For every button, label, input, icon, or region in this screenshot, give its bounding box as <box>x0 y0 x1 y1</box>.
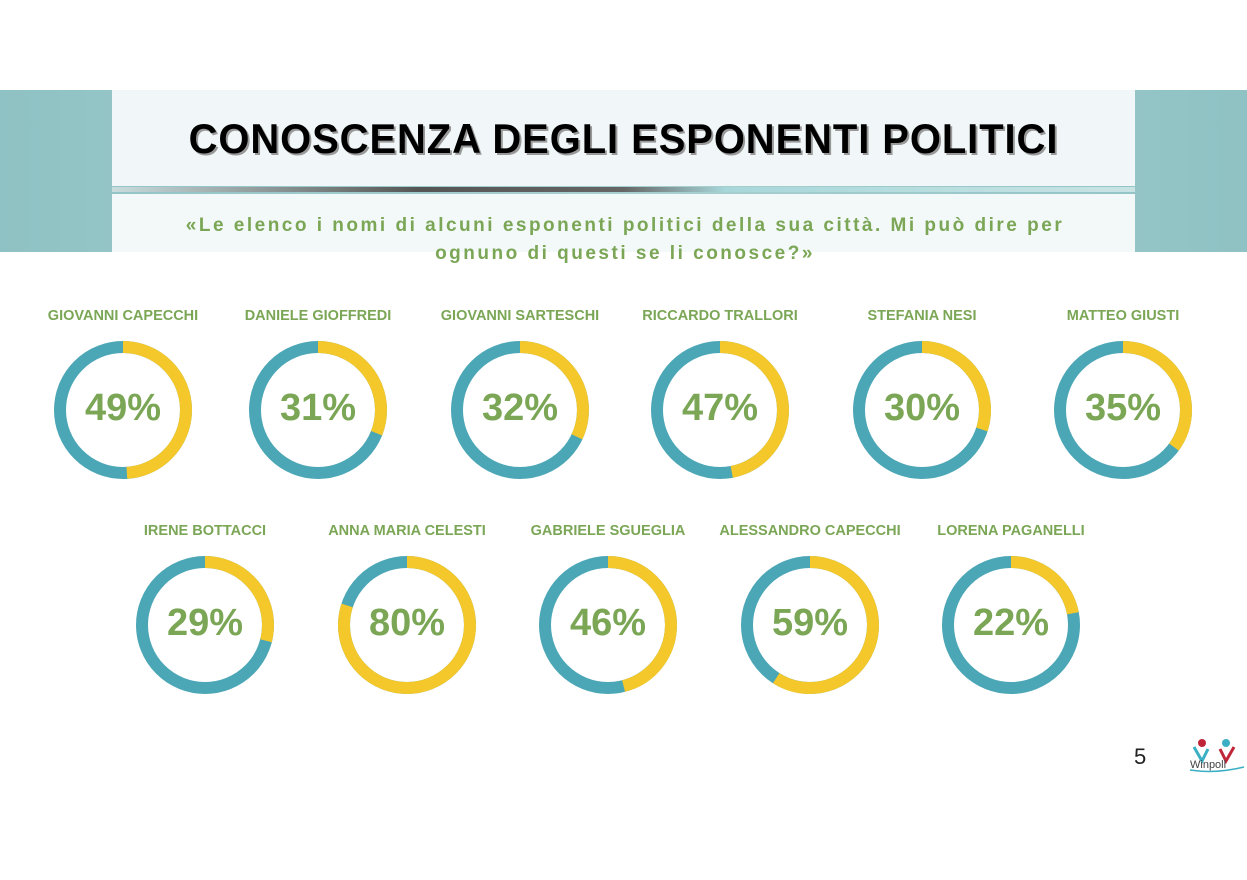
candidate-name: ANNA MARIA CELESTI <box>328 523 486 539</box>
candidate-name: GIOVANNI CAPECCHI <box>47 308 199 324</box>
candidate-name: MATTEO GIUSTI <box>1066 308 1180 324</box>
title-box <box>112 90 1135 186</box>
donut-chart <box>451 341 589 479</box>
donut-chart <box>54 341 192 479</box>
percentage-label: 31% <box>279 387 357 429</box>
percentage-label: 46% <box>569 602 647 644</box>
candidate-name: LORENA PAGANELLI <box>937 523 1085 539</box>
donut-segment-known <box>249 341 387 479</box>
page-number: 5 <box>1134 744 1147 769</box>
subtitle-box <box>112 194 1135 252</box>
donut-segment-known <box>942 556 1080 694</box>
donut-segment-known <box>651 341 789 479</box>
percentage-label: 49% <box>84 387 162 429</box>
percentage-label: 29% <box>166 602 244 644</box>
donut-chart <box>249 341 387 479</box>
svg-text:Winpoll: Winpoll <box>1190 759 1226 771</box>
donut-segment-known <box>741 556 879 694</box>
donut-segment-known <box>136 556 274 694</box>
percentage-label: 35% <box>1084 387 1162 429</box>
donut-chart <box>1054 341 1192 479</box>
donut-segment-known <box>1054 341 1192 479</box>
donut-segment-known <box>539 556 677 694</box>
percentage-label: 80% <box>368 602 446 644</box>
donut-segment-known <box>54 341 192 479</box>
donut-segment-known <box>338 556 476 694</box>
percentage-label: 22% <box>972 602 1050 644</box>
donut-chart <box>942 556 1080 694</box>
candidate-name: GIOVANNI SARTESCHI <box>440 308 600 324</box>
candidate-name: STEFANIA NESI <box>867 308 977 324</box>
percentage-label: 59% <box>771 602 849 644</box>
donut-chart <box>136 556 274 694</box>
donut-chart <box>853 341 991 479</box>
donut-chart <box>651 341 789 479</box>
winpoll-logo: Winpoll <box>1189 739 1245 773</box>
candidate-name: ALESSANDRO CAPECCHI <box>719 523 901 539</box>
donut-segment-known <box>451 341 589 479</box>
donut-chart <box>539 556 677 694</box>
divider <box>112 187 1135 192</box>
candidate-name: RICCARDO TRALLORI <box>642 308 798 324</box>
candidate-name: GABRIELE SGUEGLIA <box>530 523 686 539</box>
candidate-name: DANIELE GIOFFREDI <box>244 308 392 324</box>
percentage-label: 47% <box>681 387 759 429</box>
question-text: «Le elenco i nomi di alcuni esponenti po… <box>185 215 1065 264</box>
page-title: CONOSCENZA DEGLI ESPONENTI POLITICI <box>188 115 1059 162</box>
percentage-label: 32% <box>481 387 559 429</box>
donut-segment-known <box>853 341 991 479</box>
donut-chart <box>741 556 879 694</box>
donut-chart <box>338 556 476 694</box>
percentage-label: 30% <box>883 387 961 429</box>
candidate-name: IRENE BOTTACCI <box>143 523 267 539</box>
